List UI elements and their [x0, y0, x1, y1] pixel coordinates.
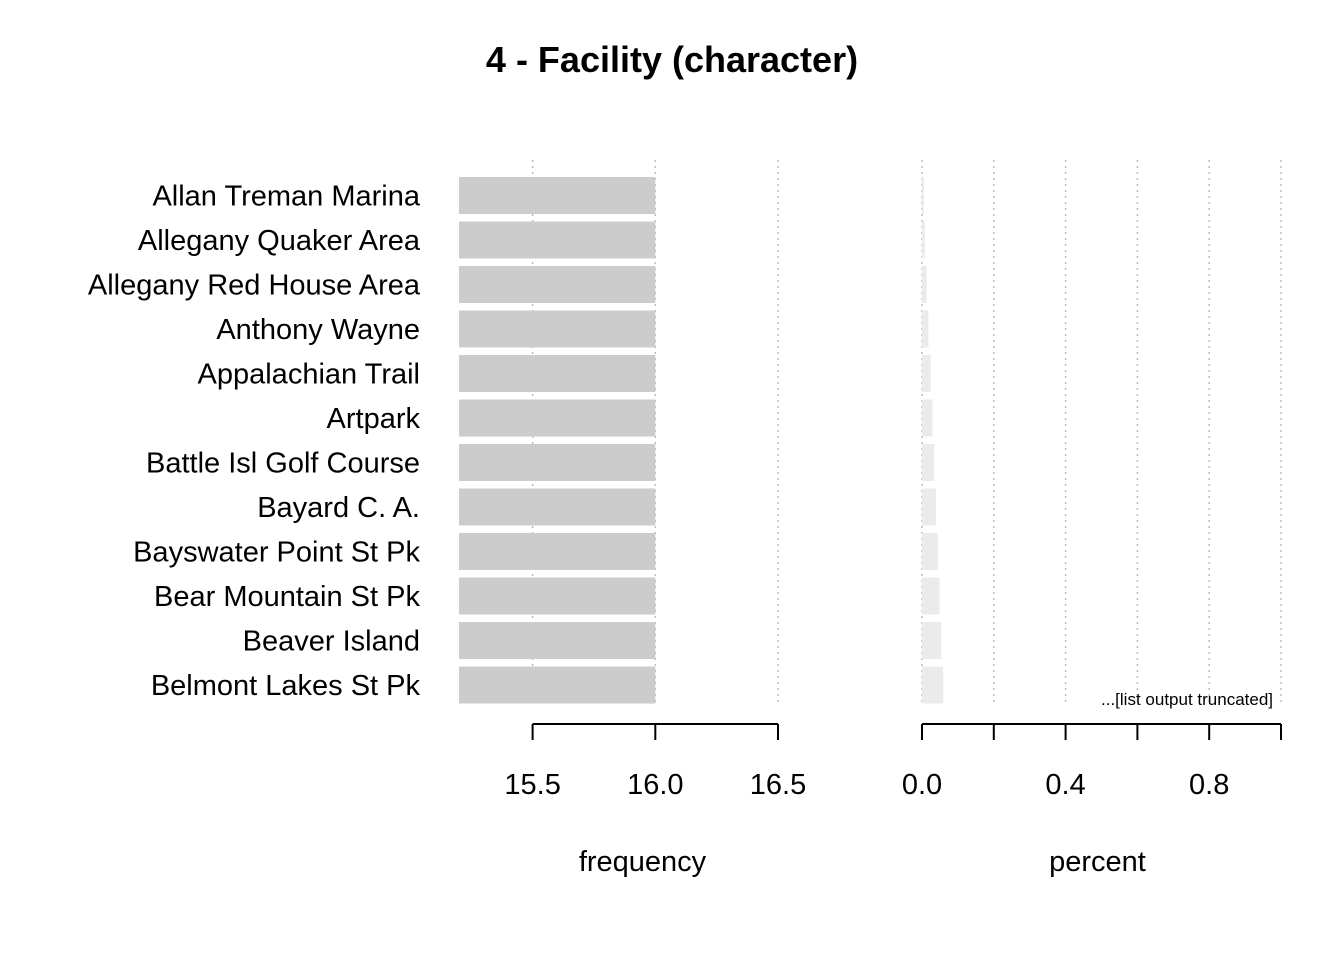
- category-label: Anthony Wayne: [216, 314, 420, 346]
- percent-bar: [922, 577, 940, 615]
- category-label: Battle Isl Golf Course: [146, 448, 420, 480]
- category-label: Allan Treman Marina: [152, 181, 420, 213]
- frequency-bar: [459, 310, 656, 348]
- percent-bar: [922, 177, 924, 214]
- category-label: Appalachian Trail: [198, 359, 420, 391]
- percent-bar: [922, 399, 933, 437]
- frequency-axis-title: frequency: [579, 846, 707, 878]
- percent-bar: [922, 666, 944, 704]
- frequency-bar: [459, 221, 656, 259]
- percent-bar: [922, 355, 931, 392]
- frequency-bar: [459, 266, 656, 303]
- frequency-bar: [459, 533, 656, 570]
- percent-bar: [922, 310, 929, 348]
- category-label: Bayswater Point St Pk: [133, 537, 420, 569]
- percent-bar: [922, 533, 938, 570]
- percent-tick-label: 0.0: [902, 769, 942, 801]
- frequency-bar: [459, 444, 656, 481]
- frequency-bar: [459, 666, 656, 704]
- percent-bar: [922, 266, 927, 303]
- category-labels: Allan Treman Marina Allegany Quaker Area A…: [88, 181, 421, 703]
- category-label: Bayard C. A.: [257, 492, 420, 524]
- frequency-bar: [459, 577, 656, 615]
- frequency-bar: [459, 488, 656, 526]
- category-label: Beaver Island: [243, 626, 420, 658]
- frequency-panel: 15.5 16.0 16.5 frequency: [459, 160, 806, 878]
- chart-title: 4 - Facility (character): [486, 39, 858, 80]
- frequency-bar: [459, 177, 656, 214]
- category-label: Allegany Red House Area: [88, 270, 421, 302]
- percent-bar: [922, 444, 935, 481]
- frequency-tick-label: 15.5: [504, 769, 560, 801]
- category-label: Bear Mountain St Pk: [154, 581, 420, 613]
- frequency-bar: [459, 622, 656, 659]
- category-label: Artpark: [327, 403, 421, 435]
- percent-tick-label: 0.4: [1045, 769, 1085, 801]
- category-label: Belmont Lakes St Pk: [151, 670, 421, 702]
- frequency-tick-label: 16.5: [750, 769, 806, 801]
- percent-bar: [922, 221, 925, 259]
- frequency-bar: [459, 399, 656, 437]
- frequency-tick-label: 16.0: [627, 769, 683, 801]
- frequency-bar: [459, 355, 656, 392]
- truncation-note: ...[list output truncated]: [1101, 690, 1273, 709]
- percent-tick-label: 0.8: [1189, 769, 1229, 801]
- category-label: Allegany Quaker Area: [138, 225, 421, 257]
- percent-bar: [922, 488, 937, 526]
- percent-panel: 0.0 0.4 0.8 percent: [902, 160, 1282, 878]
- percent-bar: [922, 622, 942, 659]
- percent-axis-title: percent: [1049, 846, 1146, 878]
